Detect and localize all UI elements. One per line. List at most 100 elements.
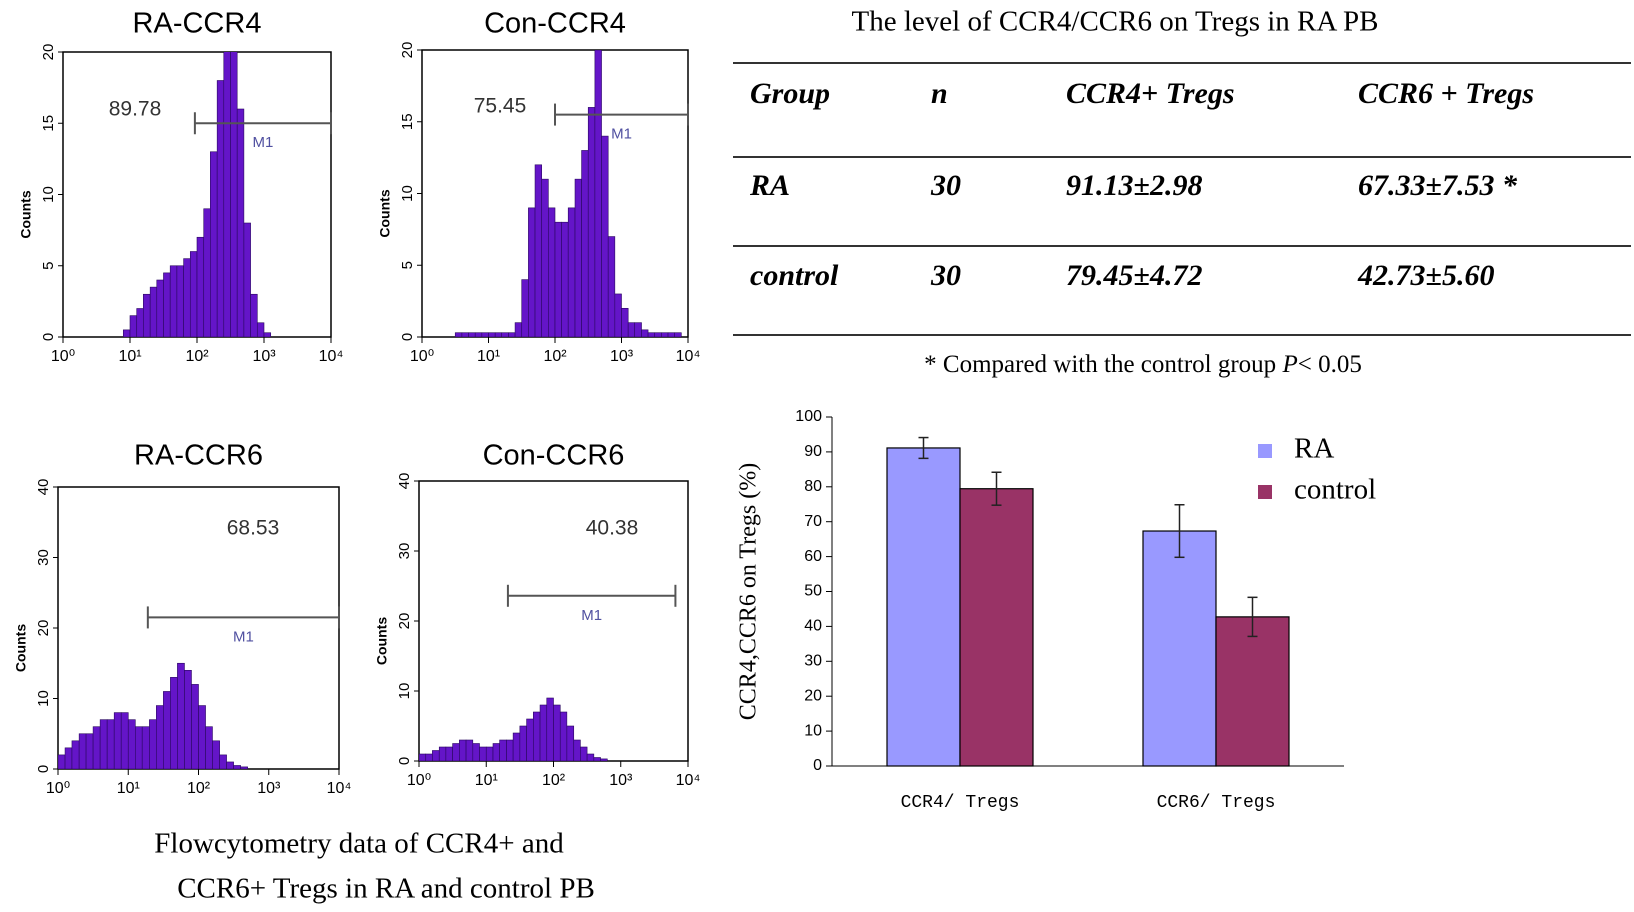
table-cell: 30	[930, 169, 961, 202]
histogram-bar	[149, 719, 157, 769]
histogram-bar	[614, 293, 622, 337]
histogram-bar	[501, 332, 509, 337]
table-cell: 67.33±7.53 *	[1358, 169, 1518, 202]
header-cell: CCR6 + Tregs	[1358, 77, 1534, 110]
histogram-bar	[459, 739, 467, 761]
histogram-bar	[236, 108, 245, 337]
histogram-bars	[419, 697, 608, 761]
histogram-bar	[528, 207, 536, 337]
y-tick-label: 30	[804, 653, 822, 670]
footnote-symbol: P	[1281, 351, 1297, 378]
histogram-bar	[506, 739, 514, 761]
gate-percent: 75.45	[474, 95, 527, 118]
histogram-bar	[485, 746, 494, 761]
histogram-bar	[203, 208, 211, 337]
x-tick-label: 10²	[543, 348, 567, 365]
histogram-bar	[170, 677, 178, 769]
histogram-bar	[479, 746, 487, 761]
header-cell: CCR4+ Tregs	[1066, 77, 1235, 110]
histogram-bar	[129, 315, 138, 337]
y-tick-label: 20	[804, 687, 822, 704]
histogram-bar	[85, 733, 94, 769]
histogram-bar	[641, 329, 649, 337]
histogram-bar	[156, 705, 164, 769]
histogram-bar	[92, 726, 101, 769]
y-tick-label: 60	[804, 548, 822, 565]
histogram-bar	[58, 754, 66, 769]
x-tick-label: CCR4/ Tregs	[901, 793, 1020, 813]
y-tick-label: 40	[396, 473, 413, 490]
histogram-bar	[593, 757, 601, 761]
histogram-bars	[58, 662, 248, 769]
histogram-bar	[243, 222, 251, 337]
bar	[1215, 616, 1290, 767]
histogram-bar	[566, 725, 575, 761]
y-axis-label: CCR4,CCR6 on Tregs (%)	[736, 463, 762, 720]
y-tick-label: 15	[40, 115, 57, 132]
histogram-bar	[99, 719, 108, 769]
gate-label: M1	[611, 126, 632, 143]
histogram-bar	[492, 743, 500, 761]
histogram-bar	[472, 743, 480, 761]
y-tick-label: 40	[804, 618, 822, 635]
x-tick-label: 10²	[185, 348, 209, 365]
histogram-bar	[149, 286, 158, 337]
legend-swatch	[1258, 485, 1272, 499]
histogram-bar	[546, 697, 554, 761]
histogram-bar	[120, 712, 129, 769]
y-tick-label: 100	[795, 408, 822, 425]
caption-line: Flowcytometry data of CCR4+ and	[154, 828, 564, 860]
histogram-bar	[647, 332, 656, 337]
histogram-bar	[163, 272, 171, 337]
x-tick-label: 10¹	[475, 772, 498, 789]
histogram-bar	[627, 322, 636, 337]
histogram-bar	[488, 332, 496, 337]
histogram-panel: RA-CCR6 10⁰ 10¹ 10² 10³ 10⁴ 0 10 20 30 40 Counts M1 6…	[13, 440, 352, 798]
histogram-bar	[548, 207, 556, 337]
x-tick-label: 10³	[610, 348, 634, 365]
y-tick-label: 40	[35, 479, 52, 496]
histogram-bar	[533, 711, 541, 761]
histogram-bar	[189, 251, 198, 337]
y-tick-label: 20	[40, 44, 57, 61]
x-tick-label: 10⁴	[676, 772, 701, 789]
histogram-bar	[230, 52, 238, 337]
y-tick-label: 10	[35, 690, 52, 707]
histogram-bar	[256, 322, 265, 337]
table-cell: 42.73±5.60	[1357, 259, 1494, 292]
caption-line: CCR6+ Tregs in RA and control PB	[177, 873, 595, 905]
histogram-bar	[573, 739, 581, 761]
y-tick-label: 90	[804, 443, 822, 460]
histogram-bar	[674, 332, 682, 337]
histogram-bar	[454, 332, 463, 337]
x-tick-label: 10²	[542, 772, 566, 789]
y-axis-label: Counts	[374, 617, 390, 665]
histogram-bar	[508, 332, 516, 337]
histogram-bar	[654, 332, 662, 337]
histogram-bar	[196, 236, 205, 337]
histogram-panel: Con-CCR4 10⁰ 10¹ 10² 10³ 10⁴ 0 5 10 15 20 Counts M1 7…	[377, 8, 701, 366]
x-tick-label: 10⁰	[407, 772, 431, 789]
x-tick-label: 10⁰	[410, 348, 434, 365]
footnote-text: < 0.05	[1298, 351, 1362, 378]
histogram-bar	[661, 332, 669, 337]
gate-label: M1	[581, 607, 602, 624]
histogram-bar	[163, 691, 171, 769]
gate-percent: 89.78	[109, 98, 162, 121]
x-tick-label: 10³	[257, 780, 281, 797]
histogram-bar	[600, 758, 608, 761]
histogram-bar	[494, 332, 503, 337]
x-tick-label: 10⁰	[46, 780, 70, 797]
histogram-bar	[212, 740, 220, 769]
chart-title: RA-CCR6	[134, 440, 263, 472]
y-tick-label: 50	[804, 583, 822, 600]
table-title: The level of CCR4/CCR6 on Tregs in RA PB	[852, 6, 1379, 38]
histogram-bar	[607, 236, 616, 337]
table-cell: 79.45±4.72	[1066, 259, 1202, 292]
table-cell: RA	[749, 169, 790, 202]
footnote-text: * Compared with the control group	[924, 351, 1282, 378]
histogram-bar	[263, 332, 272, 337]
histogram-bar	[445, 746, 453, 761]
histogram-bar	[425, 753, 433, 761]
y-tick-label: 5	[399, 261, 416, 269]
